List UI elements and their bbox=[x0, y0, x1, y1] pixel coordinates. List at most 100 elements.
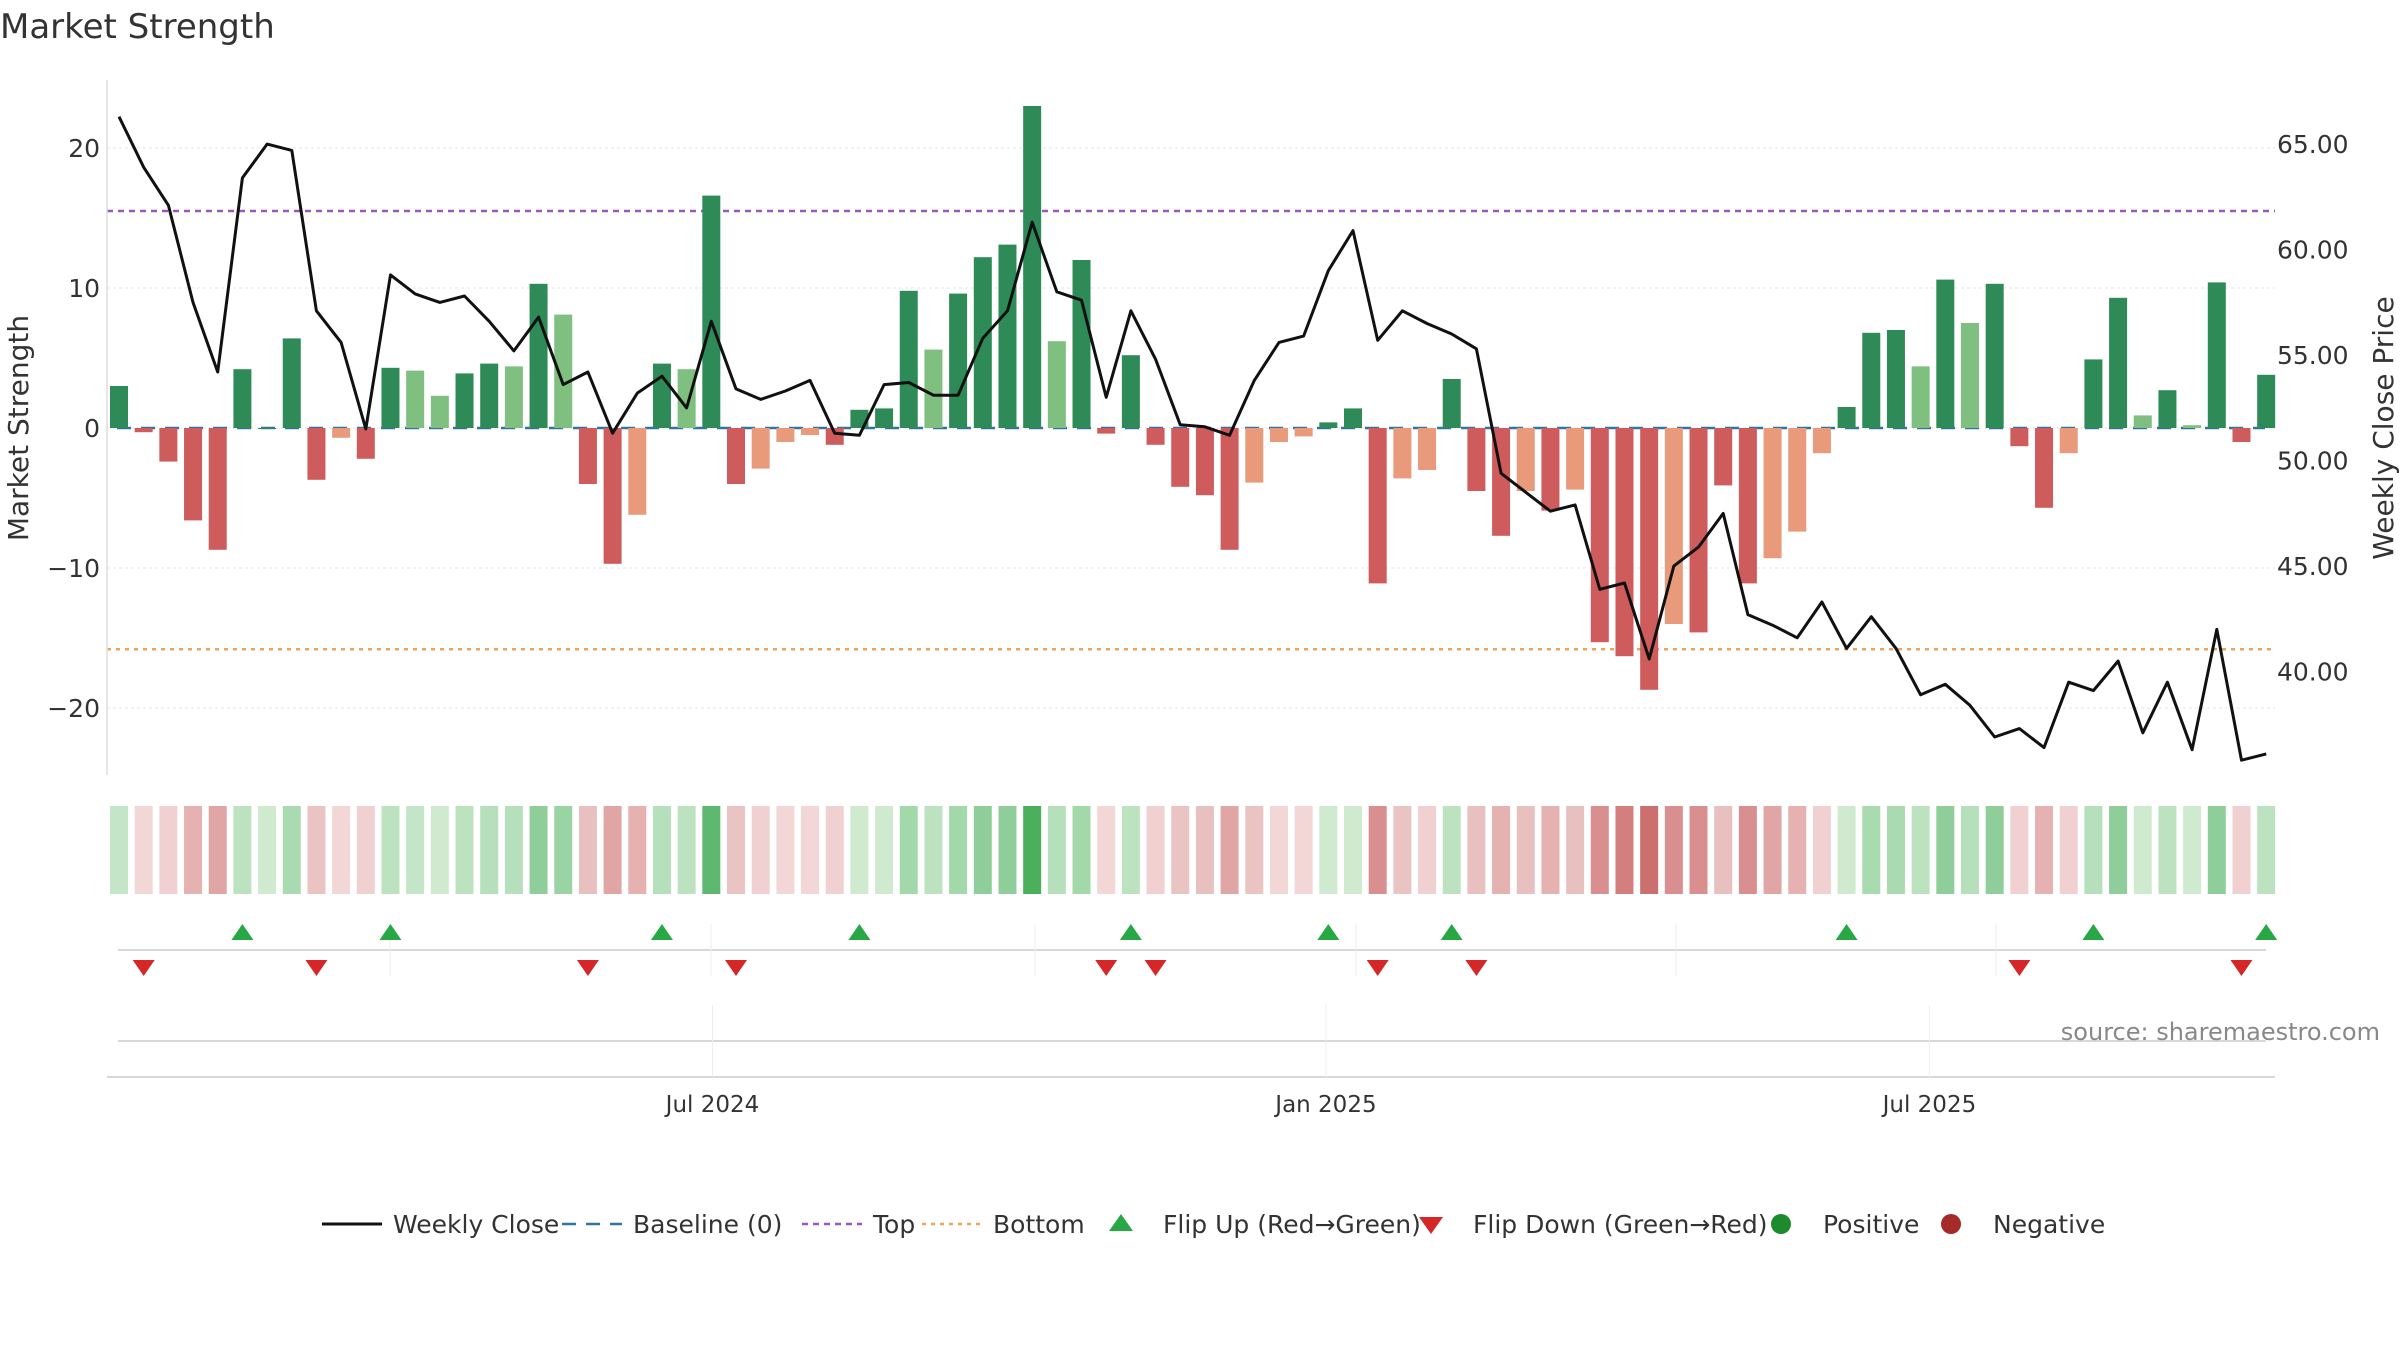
strength-bar bbox=[1961, 323, 1979, 428]
strip-cell bbox=[307, 806, 326, 894]
strength-bar bbox=[406, 370, 425, 428]
legend-item: Flip Down (Green→Red) bbox=[1419, 1210, 1768, 1239]
strip-cell bbox=[677, 806, 696, 894]
strip-cell bbox=[1936, 806, 1955, 894]
strength-bar bbox=[184, 428, 203, 521]
legend-label: Weekly Close bbox=[393, 1210, 559, 1239]
flip-up-marker bbox=[1440, 924, 1463, 940]
strip-cell bbox=[1911, 806, 1930, 894]
strength-bar bbox=[110, 386, 128, 428]
strength-bar bbox=[1541, 428, 1560, 511]
strength-bar bbox=[332, 428, 351, 438]
y2-tick-label: 50.00 bbox=[2277, 447, 2349, 476]
strip-cell bbox=[1738, 806, 1757, 894]
strip-cell bbox=[2059, 806, 2078, 894]
strip-cell bbox=[1121, 806, 1140, 894]
strip-cell bbox=[2109, 806, 2128, 894]
x-tick-label: Jan 2025 bbox=[1273, 1092, 1376, 1118]
strength-bar bbox=[208, 428, 227, 550]
strength-bar bbox=[801, 428, 820, 435]
strength-bar bbox=[554, 314, 573, 428]
strength-bar bbox=[1812, 428, 1831, 454]
flip-up-marker bbox=[2082, 924, 2105, 940]
legend-item: Top bbox=[802, 1210, 915, 1239]
strength-bar bbox=[1640, 428, 1659, 690]
strength-bar bbox=[1615, 428, 1634, 657]
strength-bar bbox=[159, 428, 178, 462]
strip-cell bbox=[628, 806, 647, 894]
strength-bar bbox=[1467, 428, 1486, 491]
legend: Weekly Close Baseline (0) Top Bottom Flip Up… bbox=[322, 1210, 2105, 1239]
chart-title: Market Strength bbox=[0, 7, 275, 47]
strength-bar bbox=[1418, 428, 1437, 470]
strength-bar bbox=[2084, 359, 2103, 428]
strip-cell bbox=[924, 806, 943, 894]
strip-cell bbox=[1886, 806, 1905, 894]
flip-up-marker bbox=[1119, 924, 1142, 940]
strength-bar bbox=[2109, 297, 2128, 428]
strip-cell bbox=[159, 806, 178, 894]
strip-cell bbox=[1344, 806, 1362, 894]
strip-cell bbox=[1245, 806, 1264, 894]
strength-bar bbox=[652, 363, 671, 428]
strip-cell bbox=[825, 806, 844, 894]
legend-swatch bbox=[1419, 1217, 1443, 1234]
strip-cell bbox=[1467, 806, 1486, 894]
flip-up-marker bbox=[379, 924, 402, 940]
strength-bar bbox=[529, 283, 548, 428]
strip-cell bbox=[1072, 806, 1091, 894]
legend-label: Top bbox=[872, 1210, 915, 1239]
strength-bar bbox=[307, 428, 326, 480]
strip-cell bbox=[2207, 806, 2226, 894]
strip-cell bbox=[2133, 806, 2152, 894]
legend-label: Positive bbox=[1823, 1210, 1919, 1239]
flip-down-marker bbox=[2230, 960, 2253, 976]
flip-down-marker bbox=[1366, 960, 1389, 976]
strip-cell bbox=[1171, 806, 1190, 894]
strip-cell bbox=[2158, 806, 2177, 894]
strip-cell bbox=[949, 806, 968, 894]
strip-cell bbox=[1689, 806, 1708, 894]
strip-cell bbox=[1220, 806, 1239, 894]
strip-cell bbox=[1195, 806, 1214, 894]
flip-down-marker bbox=[1144, 960, 1167, 976]
legend-swatch bbox=[1109, 1214, 1133, 1231]
strength-bar bbox=[727, 428, 745, 484]
weekly-close-line bbox=[117, 116, 2267, 762]
strip-cell bbox=[208, 806, 227, 894]
strip-cell bbox=[1047, 806, 1066, 894]
strength-bar bbox=[973, 257, 992, 428]
strength-bar bbox=[258, 428, 277, 429]
strip-cell bbox=[1492, 806, 1511, 894]
strength-bar bbox=[899, 290, 918, 428]
strip-cell bbox=[110, 806, 128, 894]
strength-bar bbox=[381, 367, 400, 428]
strip-cell bbox=[480, 806, 499, 894]
strength-bar bbox=[1590, 428, 1609, 643]
flip-up-marker bbox=[2255, 924, 2278, 940]
strip-cell bbox=[1763, 806, 1782, 894]
strength-bar bbox=[2232, 428, 2251, 442]
strip-cell bbox=[282, 806, 301, 894]
strength-bar bbox=[1368, 428, 1387, 584]
legend-item: Bottom bbox=[922, 1210, 1085, 1239]
strip-cell bbox=[1516, 806, 1535, 894]
strength-bar bbox=[2133, 415, 2152, 428]
strength-bar bbox=[1714, 428, 1733, 486]
strength-bar bbox=[2059, 428, 2078, 454]
y-axis-label: Market Strength bbox=[2, 315, 35, 541]
strip-cell bbox=[899, 806, 918, 894]
strip-cell bbox=[875, 806, 894, 894]
reference-lines bbox=[107, 209, 2275, 651]
strip-cell bbox=[801, 806, 820, 894]
strip-cell bbox=[332, 806, 351, 894]
strength-bars bbox=[110, 106, 2276, 690]
flip-up-marker bbox=[650, 924, 673, 940]
strip-cell bbox=[504, 806, 523, 894]
strength-bar bbox=[1072, 260, 1091, 428]
strength-bar bbox=[949, 293, 968, 428]
flip-down-marker bbox=[576, 960, 599, 976]
strip-cell bbox=[973, 806, 992, 894]
legend-swatch bbox=[1771, 1214, 1791, 1234]
